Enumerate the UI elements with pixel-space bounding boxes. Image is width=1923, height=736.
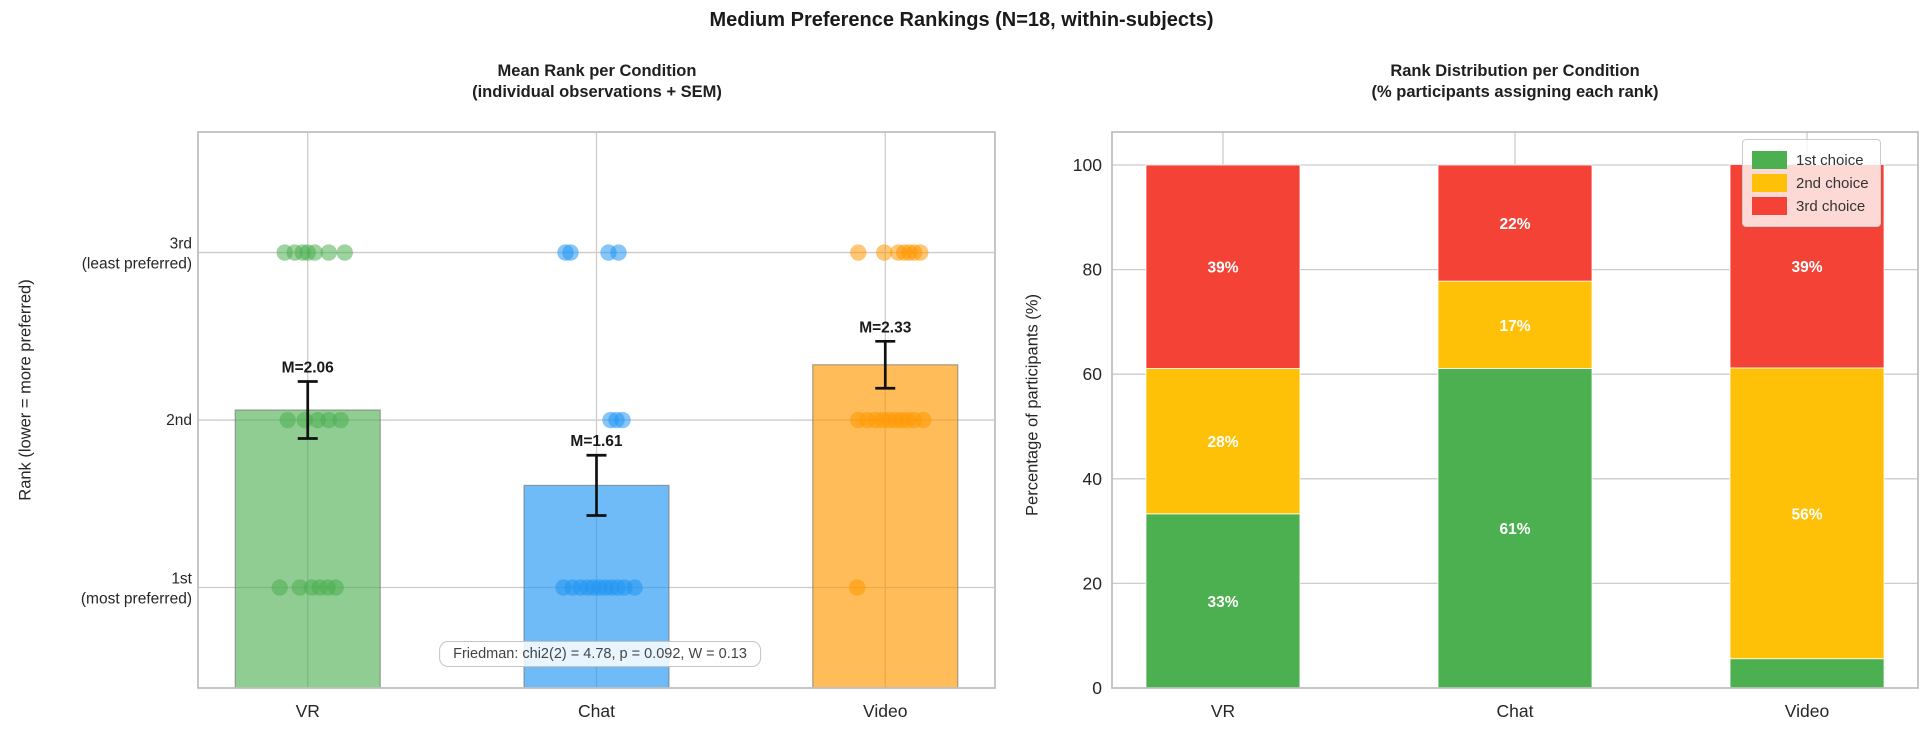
right-ytick-80: 80 [1083, 260, 1103, 280]
right-axes-frame [1111, 131, 1919, 689]
left-xtick-chat: Chat [578, 701, 615, 721]
segment-label-vr-3rd-choice: 39% [1207, 260, 1238, 277]
left-xtick-vr: VR [296, 701, 320, 721]
mean-label-chat: M=1.61 [570, 433, 623, 450]
legend: 1st choice 2nd choice 3rd choice [1742, 139, 1881, 227]
segment-label-vr-1st-choice: 33% [1207, 594, 1238, 611]
stacked-segment-vr-3rd-choice [1145, 164, 1301, 369]
stacked-segment-vr-1st-choice [1145, 513, 1301, 689]
observation-dot-chat-rank2-2 [614, 411, 631, 429]
left-ytick-2: 2nd [166, 412, 192, 429]
left-ytick-1-line1: 1st [171, 571, 192, 588]
observation-dot-vr-rank3-6 [336, 244, 353, 261]
right-ytick-100: 100 [1073, 155, 1102, 175]
observation-dot-vr-rank1-1 [291, 579, 308, 596]
left-ytick-1-line2: (most preferred) [81, 591, 192, 608]
left-axes-frame [197, 131, 996, 689]
right-y-axis-label: Percentage of participants (%) [1023, 294, 1042, 516]
stacked-segment-video-2nd-choice [1729, 367, 1885, 660]
stacked-segment-chat-2nd-choice [1437, 280, 1593, 369]
observation-dot-video-rank1-0 [849, 579, 866, 596]
right-xtick-chat: Chat [1497, 701, 1534, 721]
stacked-segment-chat-3rd-choice [1437, 164, 1593, 282]
right-ytick-0: 0 [1092, 678, 1102, 698]
observation-dot-vr-rank3-5 [320, 244, 337, 261]
mean-label-video: M=2.33 [859, 319, 912, 336]
left-ytick-3-line2: (least preferred) [82, 256, 192, 273]
observation-dot-video-rank3-0 [850, 244, 867, 261]
legend-swatch-1st-choice [1752, 151, 1787, 169]
observation-dot-video-rank3-6 [912, 244, 929, 261]
observation-dot-video-rank3-1 [876, 244, 893, 261]
right-ytick-60: 60 [1083, 364, 1103, 384]
left-subplot-title-line1: Mean Rank per Condition [497, 62, 697, 80]
observation-dot-video-rank2-9 [915, 411, 932, 429]
stacked-segment-chat-1st-choice [1437, 368, 1593, 689]
legend-label-2nd-choice: 2nd choice [1796, 174, 1869, 192]
segment-label-chat-2nd-choice: 17% [1499, 318, 1530, 335]
segment-label-chat-1st-choice: 61% [1499, 521, 1530, 538]
observation-dot-vr-rank1-0 [271, 579, 288, 596]
legend-item-1st-choice: 1st choice [1752, 151, 1869, 169]
mean-rank-bar-vr [234, 409, 381, 689]
observation-dot-vr-rank2-0 [279, 411, 296, 429]
right-subplot-title-line2: (% participants assigning each rank) [1371, 83, 1659, 101]
right-ytick-20: 20 [1083, 573, 1103, 593]
segment-label-vr-2nd-choice: 28% [1207, 434, 1238, 451]
figure-title: Medium Preference Rankings (N=18, within… [709, 9, 1214, 31]
observation-dot-vr-rank2-3 [320, 411, 337, 429]
stacked-segment-vr-2nd-choice [1145, 368, 1301, 515]
segment-label-chat-3rd-choice: 22% [1499, 216, 1530, 233]
legend-item-2nd-choice: 2nd choice [1752, 174, 1869, 192]
legend-label-3rd-choice: 3rd choice [1796, 197, 1866, 215]
right-subplot-title-line1: Rank Distribution per Condition [1390, 62, 1640, 80]
legend-swatch-2nd-choice [1752, 174, 1787, 192]
left-xtick-video: Video [863, 701, 907, 721]
observation-dot-vr-rank1-5 [327, 579, 344, 596]
observation-dot-vr-rank2-4 [332, 411, 349, 429]
left-y-axis-label: Rank (lower = more preferred) [16, 279, 35, 501]
right-xtick-vr: VR [1211, 701, 1235, 721]
left-subplot-title: Mean Rank per Condition (individual obse… [297, 61, 897, 103]
stacked-segment-video-1st-choice [1729, 658, 1885, 689]
right-ytick-40: 40 [1083, 469, 1103, 489]
observation-dot-chat-rank3-1 [562, 244, 579, 261]
observation-dot-chat-rank3-3 [610, 244, 627, 261]
left-subplot-title-line2: (individual observations + SEM) [472, 83, 722, 101]
segment-label-video-2nd-choice: 56% [1792, 506, 1823, 523]
observation-dot-chat-rank1-10 [626, 579, 643, 596]
left-ytick-3-line1: 3rd [170, 236, 192, 253]
legend-swatch-3rd-choice [1752, 197, 1787, 215]
legend-label-1st-choice: 1st choice [1796, 151, 1864, 169]
observation-dot-vr-rank3-4 [306, 244, 323, 261]
legend-item-3rd-choice: 3rd choice [1752, 197, 1869, 215]
right-subplot-title: Rank Distribution per Condition (% parti… [1215, 61, 1815, 103]
segment-label-video-3rd-choice: 39% [1792, 259, 1823, 276]
friedman-annotation: Friedman: chi2(2) = 4.78, p = 0.092, W =… [439, 641, 761, 667]
mean-label-vr: M=2.06 [282, 360, 335, 377]
right-xtick-video: Video [1785, 701, 1829, 721]
